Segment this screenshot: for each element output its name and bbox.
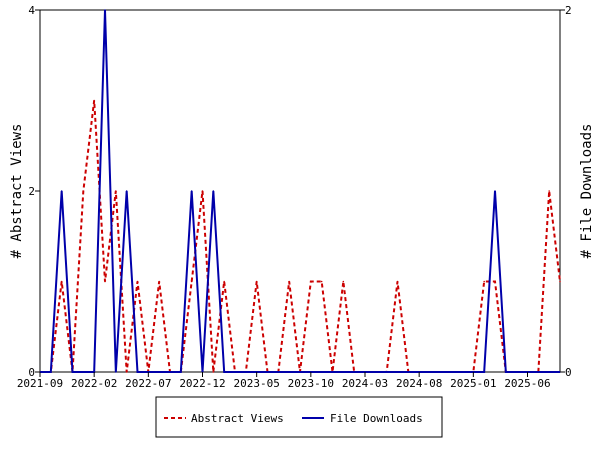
plot-area bbox=[39, 9, 561, 373]
data-point-file-downloads bbox=[353, 371, 355, 373]
data-point-file-downloads bbox=[396, 371, 399, 373]
data-point-file-downloads bbox=[331, 371, 334, 373]
y-left-tick-label: 0 bbox=[28, 366, 35, 379]
y-right-tick-label: 2 bbox=[565, 4, 572, 17]
data-point-file-downloads bbox=[60, 190, 63, 192]
data-point-file-downloads bbox=[515, 371, 518, 373]
legend-label-abstract-views: Abstract Views bbox=[191, 412, 284, 425]
x-tick-label: 2021-09 bbox=[17, 377, 63, 390]
data-point-file-downloads bbox=[158, 371, 160, 373]
data-point-abstract-views bbox=[548, 190, 550, 192]
data-point-file-downloads bbox=[483, 371, 485, 373]
data-point-file-downloads bbox=[125, 190, 128, 192]
data-point-abstract-views bbox=[201, 190, 204, 192]
data-point-file-downloads bbox=[461, 371, 464, 373]
x-tick-label: 2025-06 bbox=[504, 377, 550, 390]
legend-box bbox=[155, 396, 443, 438]
data-point-file-downloads bbox=[537, 371, 540, 373]
data-point-file-downloads bbox=[50, 371, 52, 373]
y-left-tick-label: 2 bbox=[28, 185, 35, 198]
data-point-abstract-views bbox=[494, 280, 496, 283]
data-point-file-downloads bbox=[440, 371, 442, 373]
plot-frame bbox=[39, 9, 561, 373]
data-point-file-downloads bbox=[104, 9, 106, 11]
data-point-abstract-views bbox=[255, 280, 258, 283]
data-point-abstract-views bbox=[190, 280, 193, 283]
data-point-abstract-views bbox=[483, 280, 485, 283]
data-point-abstract-views bbox=[82, 190, 85, 192]
data-point-abstract-views bbox=[342, 280, 345, 283]
data-point-file-downloads bbox=[234, 371, 236, 373]
x-tick-label: 2022-12 bbox=[179, 377, 225, 390]
data-point-file-downloads bbox=[375, 371, 377, 373]
data-point-file-downloads bbox=[407, 371, 410, 373]
data-point-file-downloads bbox=[277, 371, 280, 373]
x-tick-label: 2022-07 bbox=[125, 377, 171, 390]
x-tick-label: 2023-10 bbox=[288, 377, 334, 390]
data-point-file-downloads bbox=[548, 371, 550, 373]
data-point-file-downloads bbox=[190, 190, 193, 192]
data-point-file-downloads bbox=[82, 371, 85, 373]
data-point-file-downloads bbox=[450, 371, 453, 373]
x-tick-label: 2024-03 bbox=[342, 377, 388, 390]
data-point-file-downloads bbox=[288, 371, 290, 373]
data-point-abstract-views bbox=[212, 371, 215, 373]
data-point-abstract-views bbox=[288, 280, 290, 283]
data-point-file-downloads bbox=[71, 371, 74, 373]
data-point-abstract-views bbox=[60, 280, 63, 283]
data-point-abstract-views bbox=[104, 280, 106, 283]
x-tick-label: 2023-05 bbox=[233, 377, 279, 390]
data-point-file-downloads bbox=[115, 371, 117, 373]
data-point-abstract-views bbox=[115, 190, 117, 192]
data-point-abstract-views bbox=[158, 280, 160, 283]
y-left-axis-label: # Abstract Views bbox=[9, 124, 25, 259]
data-point-file-downloads bbox=[385, 371, 388, 373]
data-point-file-downloads bbox=[169, 371, 171, 373]
data-point-file-downloads bbox=[494, 190, 496, 192]
data-point-file-downloads bbox=[342, 371, 345, 373]
data-point-abstract-views bbox=[93, 99, 95, 102]
data-point-file-downloads bbox=[136, 371, 139, 373]
y-left-tick-label: 4 bbox=[28, 4, 35, 17]
data-point-abstract-views bbox=[396, 280, 399, 283]
axes: 0 2 4 0 2 2021-09 2022-02 2022-07 2022-12 2023-05… bbox=[17, 4, 572, 390]
data-point-abstract-views bbox=[125, 371, 128, 373]
data-point-file-downloads bbox=[180, 371, 182, 373]
data-point-file-downloads bbox=[505, 371, 507, 373]
legend-label-file-downloads: File Downloads bbox=[330, 412, 423, 425]
x-tick-label: 2025-01 bbox=[450, 377, 496, 390]
data-point-file-downloads bbox=[212, 190, 215, 192]
data-point-file-downloads bbox=[320, 371, 323, 373]
data-point-abstract-views bbox=[136, 280, 139, 283]
data-point-abstract-views bbox=[310, 280, 312, 283]
data-point-abstract-views bbox=[320, 280, 323, 283]
y-right-tick-label: 0 bbox=[565, 366, 572, 379]
y-right-axis-label: # File Downloads bbox=[579, 124, 595, 259]
data-point-abstract-views bbox=[223, 280, 225, 283]
data-point-file-downloads bbox=[245, 371, 247, 373]
data-point-abstract-views bbox=[559, 280, 561, 283]
x-tick-label: 2022-02 bbox=[71, 377, 117, 390]
data-point-file-downloads bbox=[429, 371, 431, 373]
data-point-file-downloads bbox=[223, 371, 225, 373]
data-point-file-downloads bbox=[299, 371, 301, 373]
data-point-file-downloads bbox=[266, 371, 269, 373]
legend: Abstract Views File Downloads bbox=[155, 396, 443, 438]
x-tick-label: 2024-08 bbox=[396, 377, 442, 390]
